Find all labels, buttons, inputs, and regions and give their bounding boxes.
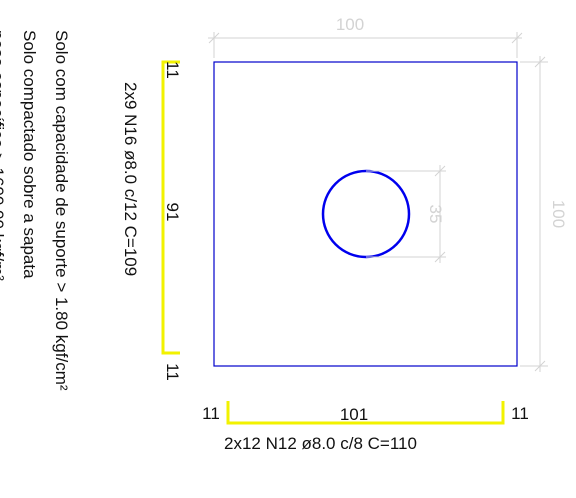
horizontal-rebar-length: 101: [340, 405, 368, 424]
horizontal-rebar-hook-right: 11: [511, 404, 529, 423]
vertical-rebar-hook-top: 11: [163, 61, 182, 79]
vertical-rebar-spec: 2x9 N16 ø8.0 c/12 C=109: [121, 82, 140, 277]
column-circle: [321, 169, 411, 259]
right-height-label: 100: [549, 200, 568, 228]
horizontal-rebar-spec: 2x12 N12 ø8.0 c/8 C=110: [224, 434, 417, 453]
circle-diameter-label: 35: [426, 205, 445, 224]
right-height-dimension: [520, 56, 548, 372]
vertical-rebar: [161, 60, 180, 355]
top-width-dimension: [208, 32, 523, 58]
footing-outline: [213, 61, 518, 367]
note-specific-weight: peso específico > 1600.00 kgf/m³: [0, 30, 7, 281]
vertical-rebar-length: 91: [163, 203, 182, 222]
horizontal-rebar-hook-left: 11: [202, 404, 220, 423]
top-width-label: 100: [336, 15, 364, 34]
note-compacted-soil: Solo compactado sobre a sapata: [20, 30, 39, 279]
circle-diameter-dimension: [366, 165, 446, 263]
vertical-rebar-hook-bottom: 11: [163, 363, 182, 381]
horizontal-rebar: [226, 401, 505, 425]
soil-notes: Solo com capacidade de suporte > 1.80 kg…: [0, 30, 72, 391]
note-bearing-capacity: Solo com capacidade de suporte > 1.80 kg…: [52, 30, 71, 391]
